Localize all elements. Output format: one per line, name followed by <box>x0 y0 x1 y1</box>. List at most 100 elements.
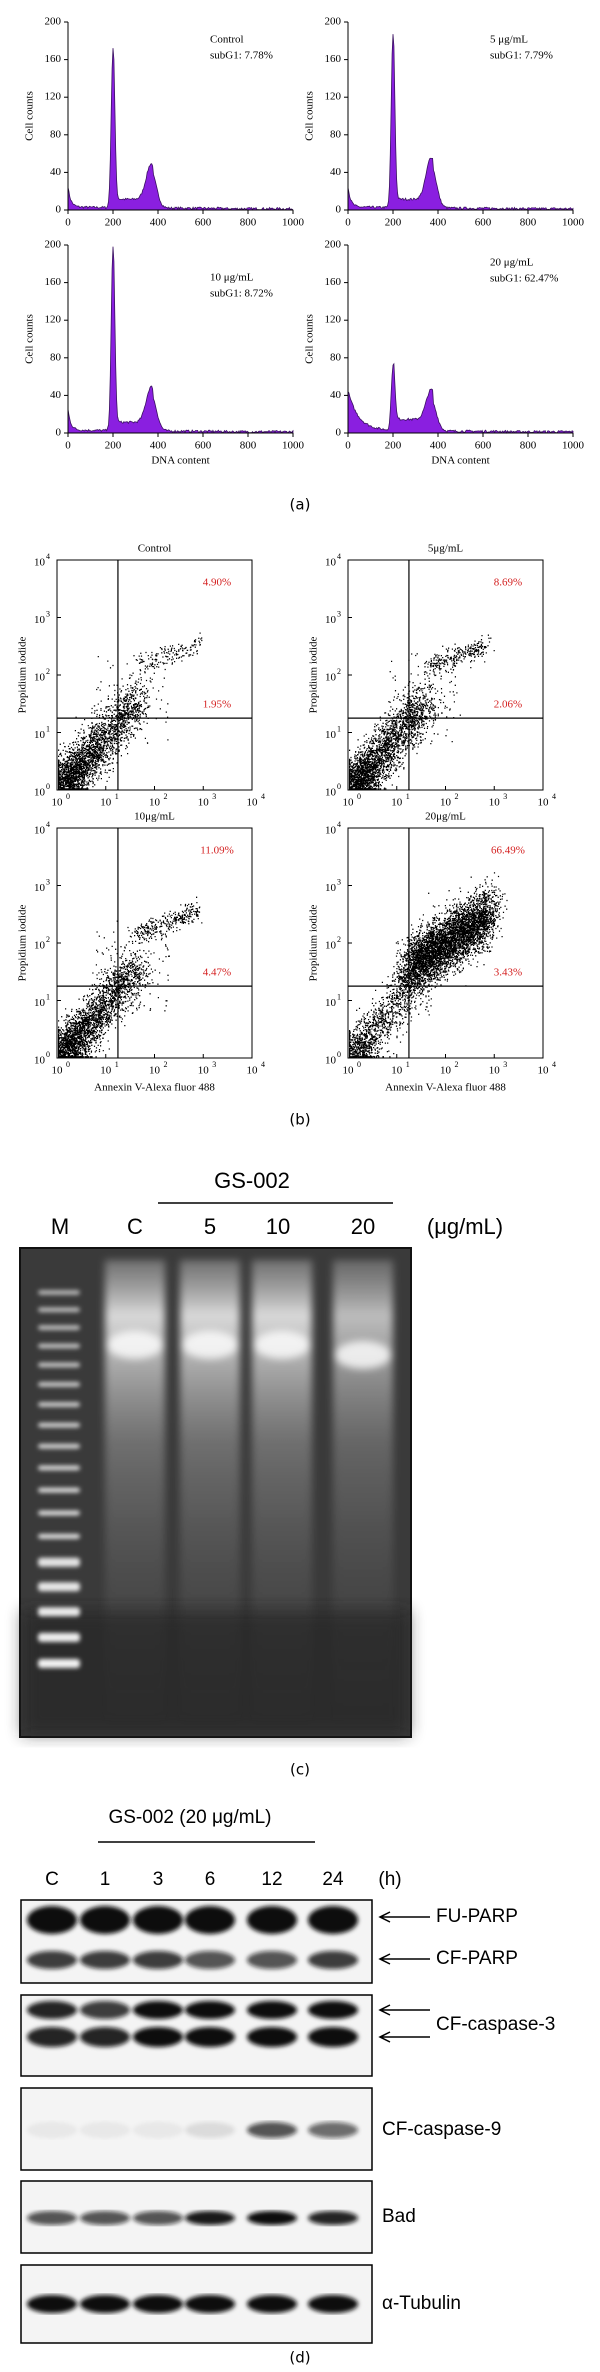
tick-exponent: 0 <box>337 1050 341 1059</box>
x-tick-label: 400 <box>150 440 167 452</box>
tick-exponent: 1 <box>115 792 119 801</box>
ladder-band <box>38 1381 80 1387</box>
band <box>27 2001 77 2019</box>
tick-exponent: 4 <box>46 552 50 561</box>
y-tick-label: 160 <box>45 53 62 65</box>
treatment-label: GS-002 <box>214 1168 290 1193</box>
blot-label: FU-PARP <box>436 1906 518 1927</box>
lane-label: 12 <box>261 1869 282 1890</box>
tick-base: 10 <box>52 1065 64 1077</box>
blot-bands <box>27 2295 358 2313</box>
axis-title: Cell counts <box>24 91 36 141</box>
tick-base: 10 <box>343 1065 355 1077</box>
tick-exponent: 2 <box>46 935 50 944</box>
blot-bands <box>27 1906 358 1969</box>
lane-label: 1 <box>100 1869 111 1890</box>
band <box>185 2027 235 2047</box>
gel-bottom <box>22 1610 409 1735</box>
tick-exponent: 4 <box>337 552 341 561</box>
band <box>308 1906 358 1934</box>
y-tick-label: 80 <box>330 128 342 140</box>
tick-base: 10 <box>34 882 46 894</box>
tick-base: 10 <box>34 940 46 952</box>
histogram <box>67 48 294 211</box>
tick-exponent: 3 <box>46 877 50 886</box>
tick-base: 10 <box>198 797 210 809</box>
lane-label: 10 <box>266 1214 290 1239</box>
band <box>27 1906 77 1934</box>
axis-title: Propidium iodide <box>308 905 320 982</box>
x-tick-label: 600 <box>195 217 212 229</box>
tick-exponent: 2 <box>337 667 341 676</box>
blot-bands <box>27 2211 358 2225</box>
tick-base: 10 <box>149 1065 161 1077</box>
tick-exponent: 4 <box>552 1060 556 1069</box>
axis-title: Propidium iodide <box>17 905 29 982</box>
y-tick-label: 200 <box>45 16 62 28</box>
band <box>133 1906 183 1934</box>
blot-label: α-Tubulin <box>382 2293 461 2314</box>
tick-exponent: 3 <box>503 1060 507 1069</box>
tick-base: 10 <box>247 797 259 809</box>
x-tick-label: 600 <box>475 440 492 452</box>
x-tick-label: 400 <box>430 440 447 452</box>
tick-exponent: 1 <box>406 1060 410 1069</box>
ladder-band <box>38 1510 80 1516</box>
tick-base: 10 <box>489 1065 501 1077</box>
histogram <box>67 246 294 434</box>
tick-exponent: 0 <box>46 782 50 791</box>
plot-title: 10 μg/mL <box>210 272 254 284</box>
x-tick-label: 1000 <box>562 440 585 452</box>
band <box>133 2027 183 2047</box>
tick-base: 10 <box>100 797 112 809</box>
ladder-band <box>38 1343 80 1349</box>
x-tick-label: 1000 <box>282 440 305 452</box>
ladder-band <box>38 1422 80 1428</box>
x-tick-label: 600 <box>195 440 212 452</box>
plot-title: Control <box>138 543 172 555</box>
ladder-band <box>38 1632 80 1642</box>
y-tick-label: 200 <box>325 16 342 28</box>
band <box>247 2295 297 2313</box>
lane-label: 24 <box>322 1869 344 1890</box>
axis-title: DNA content <box>431 455 489 467</box>
y-tick-label: 40 <box>50 389 62 401</box>
y-tick-label: 0 <box>56 427 62 439</box>
ladder-band <box>38 1607 80 1617</box>
lane-label: C <box>45 1869 59 1890</box>
tick-exponent: 0 <box>357 1060 361 1069</box>
band <box>308 1951 358 1969</box>
plot-title: Control <box>210 34 244 46</box>
tick-base: 10 <box>34 997 46 1009</box>
band <box>335 1341 391 1369</box>
axis-title: Propidium iodide <box>308 637 320 714</box>
tick-exponent: 3 <box>503 792 507 801</box>
tick-base: 10 <box>440 1065 452 1077</box>
ladder-band <box>38 1401 80 1407</box>
tick-exponent: 1 <box>337 992 341 1001</box>
band <box>80 1906 130 1934</box>
histogram <box>347 34 574 211</box>
arrow <box>378 1953 430 1965</box>
ladder-band <box>38 1307 80 1313</box>
y-tick-label: 80 <box>330 351 342 363</box>
x-tick-label: 200 <box>105 217 122 229</box>
band <box>247 1951 297 1969</box>
tick-base: 10 <box>325 787 337 799</box>
plot-title: 20μg/mL <box>425 811 466 823</box>
ladder-band <box>38 1290 80 1295</box>
tick-base: 10 <box>325 672 337 684</box>
ladder-band <box>38 1582 80 1592</box>
x-tick-label: 200 <box>385 440 402 452</box>
x-tick-label: 400 <box>430 217 447 229</box>
x-tick-label: 1000 <box>562 217 585 229</box>
x-tick-label: 0 <box>345 440 351 452</box>
blot-bands <box>27 2122 358 2138</box>
lane-label: C <box>127 1214 143 1239</box>
band <box>247 2001 297 2019</box>
tick-exponent: 2 <box>46 667 50 676</box>
ladder-band <box>38 1325 80 1331</box>
tick-exponent: 0 <box>46 1050 50 1059</box>
blot-label: CF-caspase-9 <box>382 2119 501 2140</box>
blot-label: CF-caspase-3 <box>436 2014 555 2035</box>
